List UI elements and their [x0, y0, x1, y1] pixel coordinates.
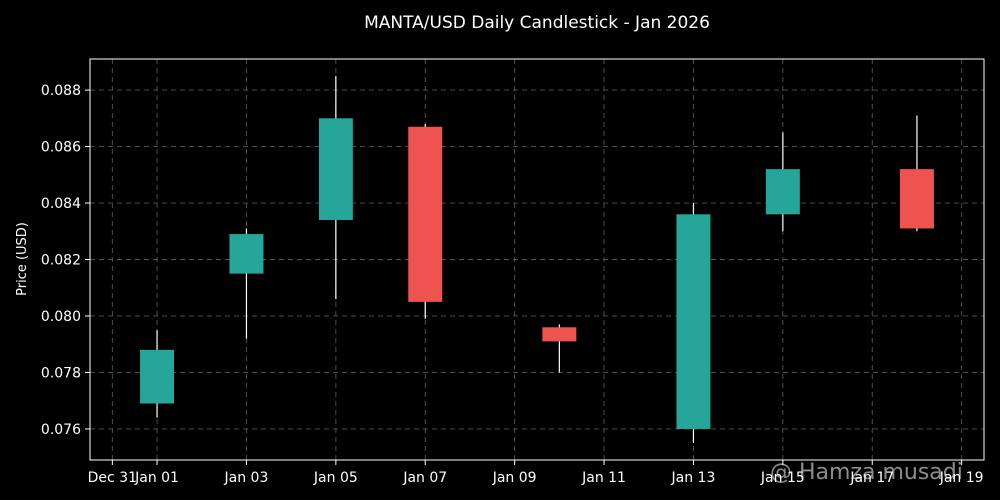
- x-tick-label: Jan 09: [492, 470, 537, 486]
- candle-body-up: [229, 234, 264, 274]
- plot-frame: [89, 58, 985, 461]
- candle-jan-18: [899, 115, 934, 232]
- candle-body-down: [542, 327, 577, 342]
- x-tick-label: Jan 01: [134, 470, 179, 486]
- candle-body-up: [318, 118, 353, 220]
- y-axis-label: Price (USD): [15, 222, 30, 296]
- x-tick-label: Jan 07: [402, 470, 447, 486]
- y-tick-label: 0.076: [41, 422, 81, 438]
- candle-jan-10: [542, 324, 577, 373]
- candle-jan-15: [765, 132, 800, 232]
- x-tick-label: Jan 15: [760, 470, 805, 486]
- candle-body-down: [899, 169, 934, 229]
- candle-body-up: [140, 349, 175, 404]
- y-tick-label: 0.082: [41, 253, 81, 269]
- y-tick-label: 0.086: [41, 140, 81, 156]
- y-tick-label: 0.088: [41, 83, 81, 99]
- candle-jan-13: [676, 203, 711, 444]
- candle-jan-07: [408, 123, 443, 319]
- candle-body-down: [408, 126, 443, 302]
- y-tick-label: 0.078: [41, 365, 81, 381]
- candle-layer: [140, 75, 934, 444]
- candle-body-up: [676, 214, 711, 429]
- x-tick-label: Jan 11: [581, 470, 626, 486]
- tick-layer: 0.076 0.078 0.080 0.082 0.084 0.086 0.088 Dec 3…: [41, 83, 984, 486]
- candle-jan-03: [229, 228, 264, 339]
- y-tick-label: 0.084: [41, 196, 81, 212]
- candle-jan-05: [318, 75, 353, 300]
- candle-body-up: [765, 169, 800, 215]
- x-tick-label: Jan 05: [313, 470, 358, 486]
- x-tick-label: Jan 13: [671, 470, 716, 486]
- watermark: @ Hamza musadi: [770, 460, 963, 485]
- x-tick-label: Dec 31: [88, 470, 137, 486]
- chart-title: MANTA/USD Daily Candlestick - Jan 2026: [364, 13, 710, 33]
- y-tick-label: 0.080: [41, 309, 81, 325]
- x-tick-label: Jan 19: [939, 470, 984, 486]
- x-tick-label: Jan 17: [849, 470, 894, 486]
- grid-layer: [90, 59, 984, 460]
- candle-jan-01: [140, 330, 175, 418]
- x-tick-label: Jan 03: [224, 470, 269, 486]
